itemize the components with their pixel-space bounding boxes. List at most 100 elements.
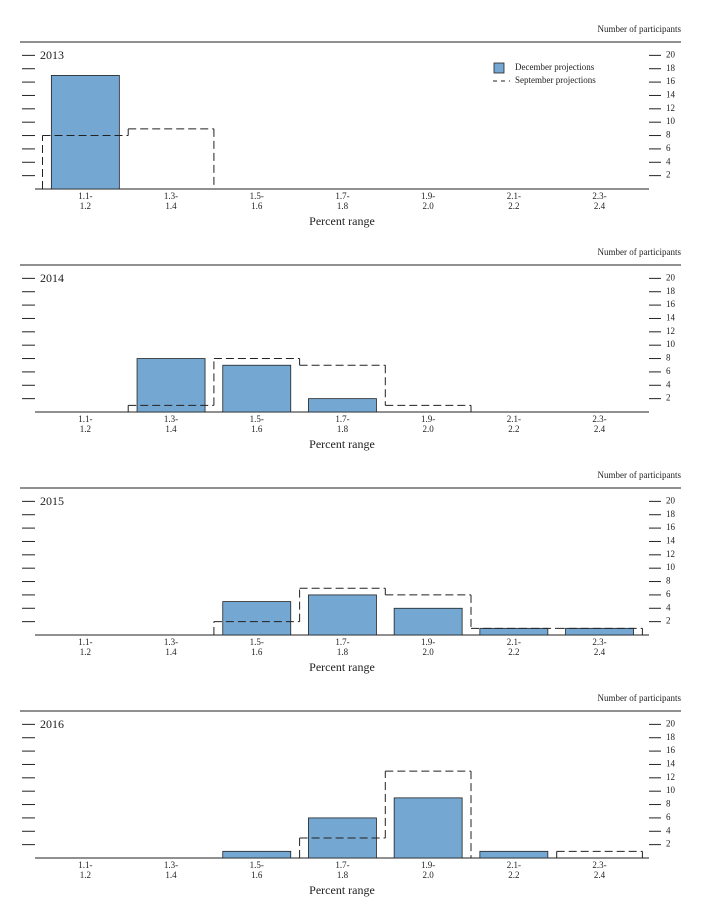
x-tick-label: 2.3- xyxy=(592,414,606,424)
x-tick-label: 2.0 xyxy=(423,201,435,211)
legend-swatch xyxy=(493,62,505,74)
x-tick-label: 1.7- xyxy=(335,191,349,201)
bar xyxy=(222,364,292,413)
y-tick-label: 8 xyxy=(666,130,671,140)
x-tick-label: 2.2 xyxy=(508,647,519,657)
x-tick-label: 1.6 xyxy=(251,201,263,211)
x-tick-label: 1.1- xyxy=(78,414,92,424)
x-tick-label: 1.9- xyxy=(421,860,435,870)
y-tick-label: 18 xyxy=(666,509,676,519)
x-tick-label: 2.2 xyxy=(508,201,519,211)
x-tick-label: 1.3- xyxy=(164,191,178,201)
x-tick-label: 1.5- xyxy=(250,191,264,201)
y-axis-label: Number of participants xyxy=(598,693,682,703)
bar xyxy=(222,850,292,859)
x-tick-label: 2.0 xyxy=(423,870,435,880)
x-tick-label: 1.5- xyxy=(250,860,264,870)
panel-title: 2015 xyxy=(40,494,64,508)
bar xyxy=(308,594,377,636)
bar xyxy=(50,75,120,190)
y-tick-label: 4 xyxy=(666,602,671,612)
y-tick-label: 12 xyxy=(666,326,675,336)
x-axis-label: Percent range xyxy=(309,437,375,451)
x-tick-label: 2.2 xyxy=(508,870,519,880)
x-tick-label: 2.4 xyxy=(594,870,606,880)
y-tick-label: 18 xyxy=(666,286,676,296)
x-tick-label: 2.1- xyxy=(507,637,521,647)
y-tick-label: 14 xyxy=(666,759,676,769)
panel-title: 2014 xyxy=(40,271,64,285)
x-tick-label: 2.3- xyxy=(592,637,606,647)
y-axis-label: Number of participants xyxy=(598,24,682,34)
x-tick-label: 2.3- xyxy=(592,191,606,201)
x-tick-label: 1.8 xyxy=(337,201,349,211)
x-tick-label: 1.9- xyxy=(421,191,435,201)
y-tick-label: 6 xyxy=(666,143,671,153)
x-tick-label: 1.4 xyxy=(165,424,177,434)
y-tick-label: 10 xyxy=(666,339,676,349)
x-tick-label: 1.6 xyxy=(251,870,263,880)
x-tick-label: 2.1- xyxy=(507,414,521,424)
y-tick-label: 20 xyxy=(666,495,676,505)
x-tick-label: 2.4 xyxy=(594,424,606,434)
x-tick-label: 2.0 xyxy=(423,647,435,657)
x-tick-label: 1.2 xyxy=(80,870,91,880)
bar xyxy=(479,850,549,859)
x-tick-label: 1.3- xyxy=(164,637,178,647)
y-tick-label: 8 xyxy=(666,576,671,586)
y-tick-label: 16 xyxy=(666,745,676,755)
y-tick-label: 14 xyxy=(666,536,676,546)
x-tick-label: 2.1- xyxy=(507,860,521,870)
x-axis-label: Percent range xyxy=(309,214,375,228)
x-tick-label: 1.7- xyxy=(335,860,349,870)
x-tick-label: 1.2 xyxy=(80,424,91,434)
y-tick-label: 4 xyxy=(666,825,671,835)
x-tick-label: 1.3- xyxy=(164,860,178,870)
y-tick-label: 10 xyxy=(666,785,676,795)
y-tick-label: 6 xyxy=(666,366,671,376)
bar xyxy=(393,797,463,859)
y-tick-label: 12 xyxy=(666,772,675,782)
legend-label: September projections xyxy=(515,75,596,85)
bar xyxy=(308,398,377,413)
y-tick-label: 16 xyxy=(666,299,676,309)
y-tick-label: 20 xyxy=(666,718,676,728)
x-tick-label: 1.8 xyxy=(337,647,349,657)
x-tick-label: 1.7- xyxy=(335,414,349,424)
panel-title: 2013 xyxy=(40,48,64,62)
y-axis-label: Number of participants xyxy=(598,247,682,257)
x-tick-label: 1.1- xyxy=(78,637,92,647)
x-tick-label: 1.1- xyxy=(78,860,92,870)
x-tick-label: 1.1- xyxy=(78,191,92,201)
x-tick-label: 1.7- xyxy=(335,637,349,647)
x-tick-label: 1.8 xyxy=(337,424,349,434)
x-tick-label: 1.6 xyxy=(251,647,263,657)
y-tick-label: 12 xyxy=(666,103,675,113)
x-tick-label: 1.2 xyxy=(80,201,91,211)
y-tick-label: 4 xyxy=(666,156,671,166)
bar xyxy=(222,601,292,636)
y-tick-label: 20 xyxy=(666,49,676,59)
x-tick-label: 1.9- xyxy=(421,637,435,647)
y-axis-label: Number of participants xyxy=(598,470,682,480)
y-tick-label: 14 xyxy=(666,313,676,323)
y-tick-label: 10 xyxy=(666,562,676,572)
y-tick-label: 10 xyxy=(666,116,676,126)
y-tick-label: 16 xyxy=(666,522,676,532)
y-tick-label: 8 xyxy=(666,799,671,809)
x-tick-label: 1.4 xyxy=(165,201,177,211)
x-tick-label: 1.4 xyxy=(165,647,177,657)
y-tick-label: 18 xyxy=(666,63,676,73)
x-tick-label: 2.3- xyxy=(592,860,606,870)
y-tick-label: 2 xyxy=(666,839,671,849)
x-tick-label: 2.1- xyxy=(507,191,521,201)
x-tick-label: 2.4 xyxy=(594,201,606,211)
bar xyxy=(479,627,549,636)
x-tick-label: 1.6 xyxy=(251,424,263,434)
y-tick-label: 12 xyxy=(666,549,675,559)
y-tick-label: 18 xyxy=(666,732,676,742)
x-tick-label: 1.4 xyxy=(165,870,177,880)
x-tick-label: 1.3- xyxy=(164,414,178,424)
y-tick-label: 20 xyxy=(666,272,676,282)
x-tick-label: 1.8 xyxy=(337,870,349,880)
